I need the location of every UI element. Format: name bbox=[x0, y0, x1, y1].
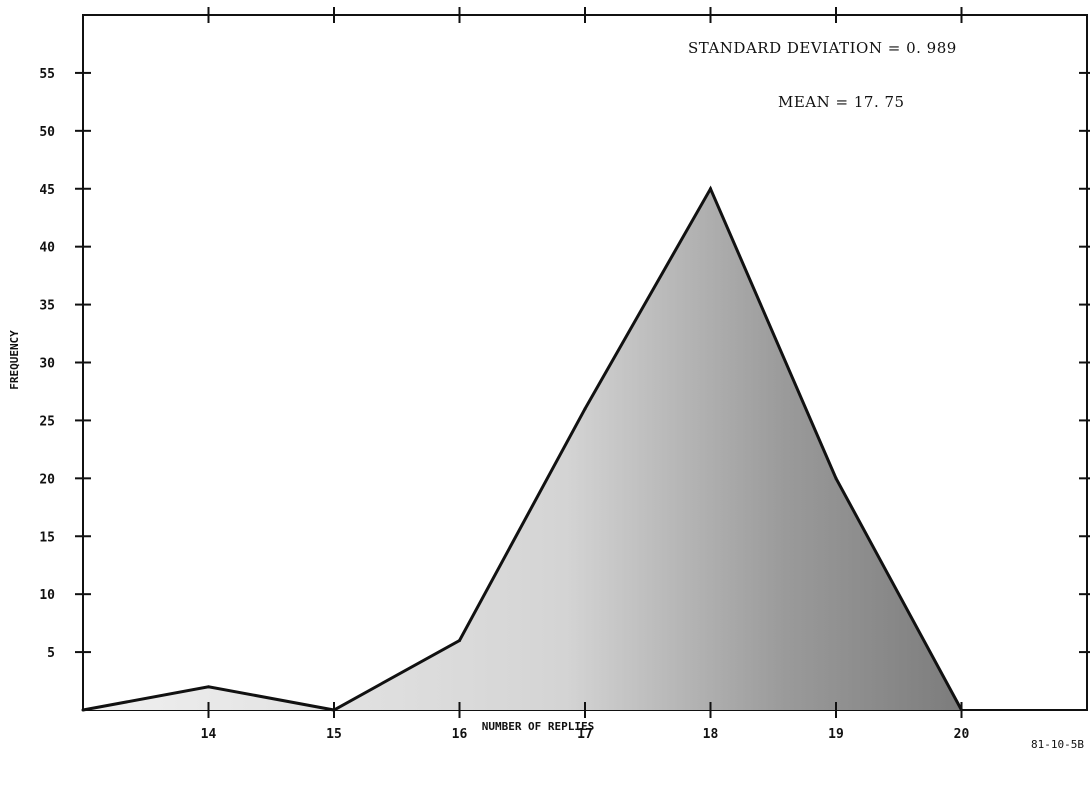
y-axis-title: FREQUENCY bbox=[8, 330, 21, 390]
y-tick-label-25: 25 bbox=[39, 414, 55, 429]
y-tick-label-50: 50 bbox=[39, 125, 55, 140]
data-point-19 bbox=[834, 476, 838, 480]
std-annotation: STANDARD DEVIATION = 0. 989 bbox=[688, 39, 957, 57]
x-tick-label-20: 20 bbox=[954, 727, 970, 742]
x-tick-label-14: 14 bbox=[201, 727, 217, 742]
y-tick-label-30: 30 bbox=[39, 357, 55, 372]
x-tick-label-17: 17 bbox=[577, 727, 593, 742]
data-point-18 bbox=[709, 187, 712, 191]
x-tick-label-15: 15 bbox=[326, 727, 342, 742]
frequency-area-fill bbox=[83, 188, 962, 711]
mean-annotation: MEAN = 17. 75 bbox=[778, 93, 905, 111]
y-tick-label-20: 20 bbox=[39, 472, 55, 487]
data-point-13 bbox=[81, 708, 85, 712]
x-axis-title: NUMBER OF REPLIES bbox=[482, 720, 595, 733]
data-point-14 bbox=[207, 685, 210, 689]
y-tick-label-10: 10 bbox=[39, 588, 55, 603]
x-tick-label-19: 19 bbox=[828, 727, 844, 742]
data-point-17 bbox=[583, 407, 587, 411]
y-tick-label-5: 5 bbox=[47, 646, 55, 661]
figure-id: 81-10-5B bbox=[1031, 738, 1084, 751]
y-tick-label-15: 15 bbox=[39, 530, 55, 545]
y-tick-label-35: 35 bbox=[39, 299, 55, 314]
frequency-line bbox=[82, 185, 963, 712]
y-tick-label-40: 40 bbox=[39, 241, 55, 256]
x-tick-label-18: 18 bbox=[703, 727, 719, 742]
data-point-16 bbox=[458, 639, 461, 642]
y-tick-label-55: 55 bbox=[39, 67, 55, 82]
x-tick-label-16: 16 bbox=[452, 727, 468, 742]
y-tick-label-45: 45 bbox=[39, 183, 55, 198]
